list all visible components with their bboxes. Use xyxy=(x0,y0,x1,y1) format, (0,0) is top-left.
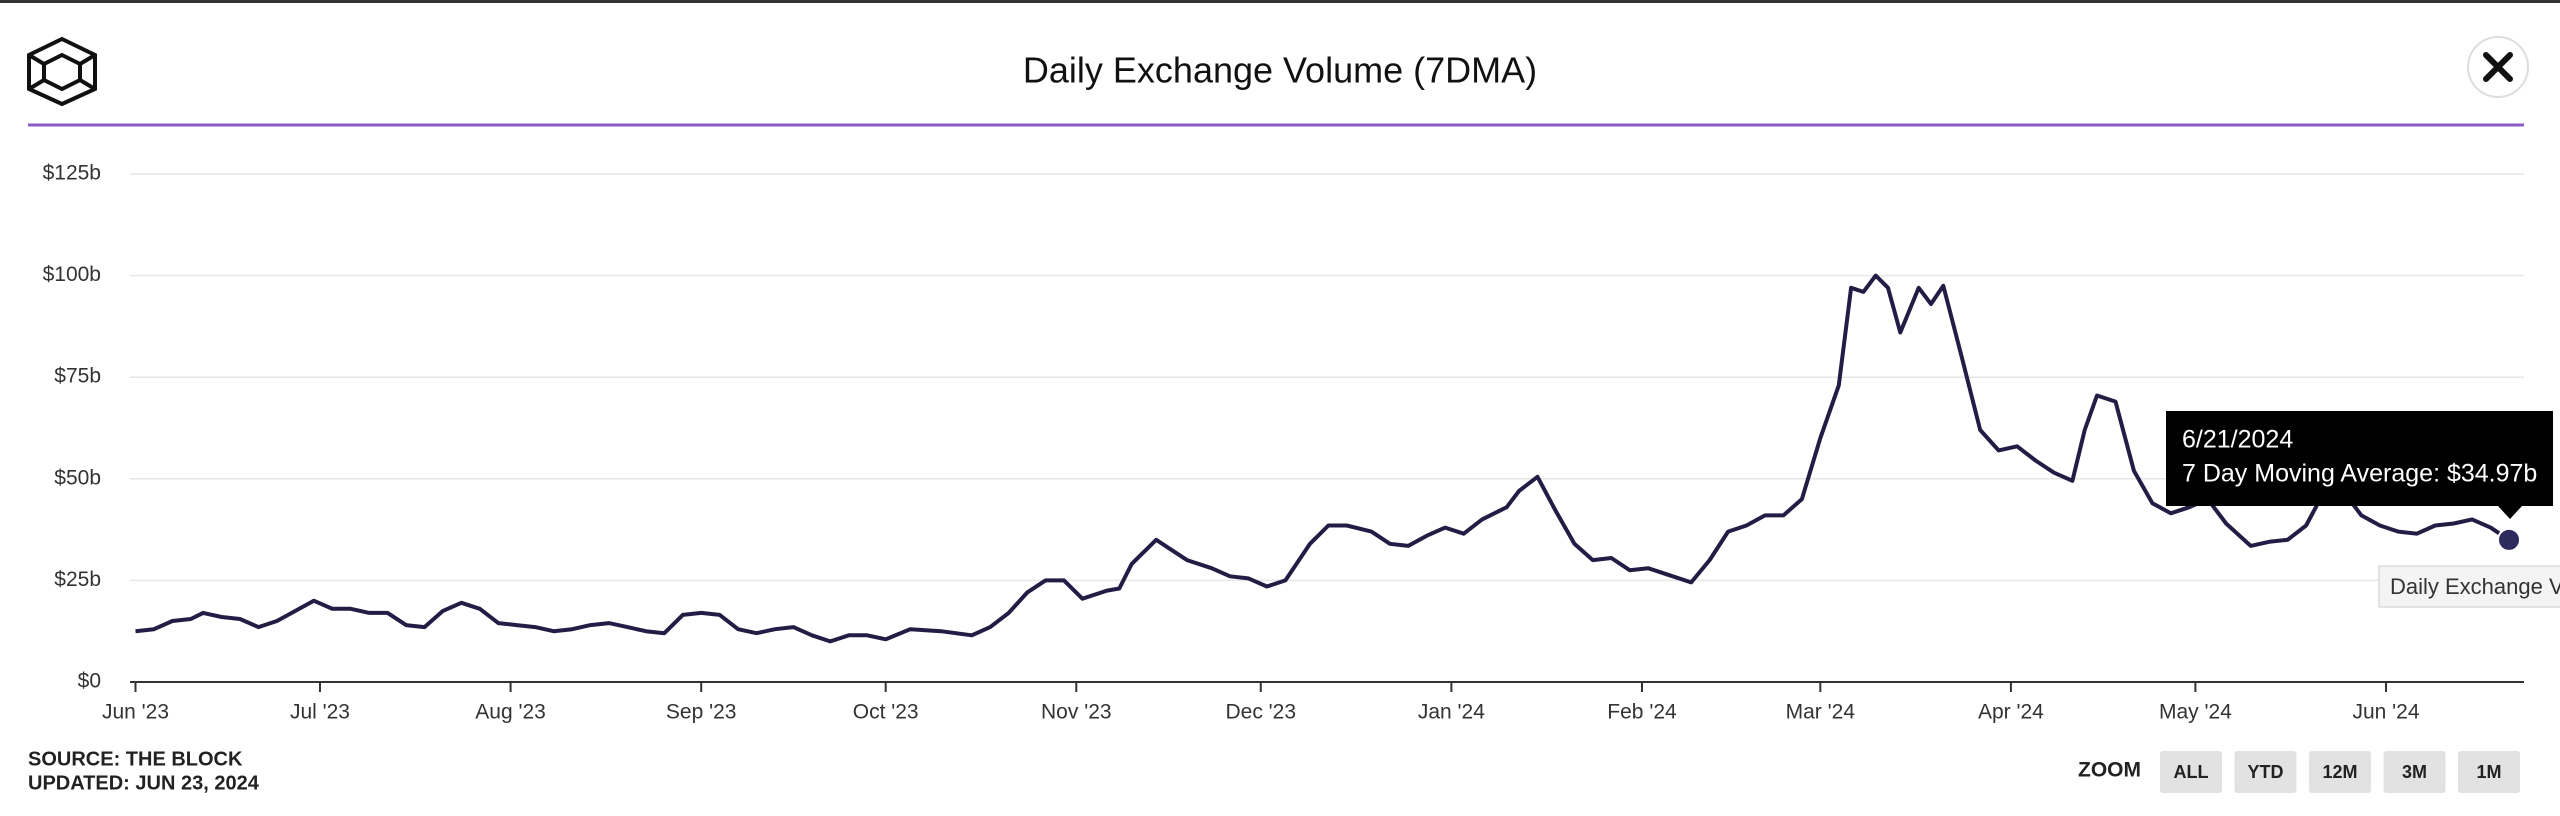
x-tick-label: Dec '23 xyxy=(1225,701,1296,724)
zoom-button[interactable]: 3M xyxy=(2383,751,2446,793)
zoom-button-label: 1M xyxy=(2476,762,2501,782)
series-line xyxy=(135,273,2511,644)
x-tick-label: Jul '23 xyxy=(290,701,350,724)
x-tick-label: Apr '24 xyxy=(1978,701,2044,724)
legend-box xyxy=(2378,565,2560,608)
x-tick-label: Sep '23 xyxy=(666,701,737,724)
tooltip-box xyxy=(2166,411,2553,506)
zoom-button[interactable]: YTD xyxy=(2234,751,2297,793)
y-tick-label: $100b xyxy=(43,263,101,286)
zoom-button[interactable]: 1M xyxy=(2458,751,2520,793)
zoom-button-label: YTD xyxy=(2248,762,2284,782)
y-tick-label: $50b xyxy=(54,466,101,489)
hover-point xyxy=(2497,527,2521,552)
zoom-button-label: 12M xyxy=(2322,762,2357,782)
x-tick-label: May '24 xyxy=(2159,701,2232,724)
y-tick-label: $25b xyxy=(54,568,101,591)
y-tick-label: $75b xyxy=(54,365,101,388)
tooltip: 6/21/2024 7 Day Moving Average: $34.97b xyxy=(2166,411,2553,519)
tooltip-pointer xyxy=(2498,506,2522,519)
legend: Daily Exchange Volume xyxy=(2378,565,2560,608)
x-tick-label: Jun '24 xyxy=(2352,701,2419,724)
zoom-button-bg xyxy=(2458,751,2520,793)
x-tick-label: Jun '23 xyxy=(102,701,169,724)
y-tick-label: $0 xyxy=(78,670,101,693)
zoom-button-label: 3M xyxy=(2402,762,2427,782)
source: SOURCE: THE BLOCK xyxy=(28,748,243,770)
chart: Daily Exchange Volume (7DMA) $0 $25b $50b $… xyxy=(27,36,2560,794)
y-tick-label: $125b xyxy=(43,162,101,185)
legend-label: Daily Exchange Volume xyxy=(2390,574,2560,599)
zoom-button-bg xyxy=(2383,751,2446,793)
zoom-button[interactable]: 12M xyxy=(2309,751,2371,793)
x-tick-label: Oct '23 xyxy=(853,701,919,724)
x-tick-label: Feb '24 xyxy=(1607,701,1677,724)
x-tick-label: Jan '24 xyxy=(1418,701,1485,724)
close-button[interactable] xyxy=(2467,36,2529,98)
x-tick-label: Nov '23 xyxy=(1041,701,1112,724)
zoom-button[interactable]: ALL xyxy=(2160,751,2222,793)
updated: UPDATED: JUN 23, 2024 xyxy=(28,772,260,794)
zoom-button-bg xyxy=(2160,751,2222,793)
tooltip-text: 7 Day Moving Average: $34.97b xyxy=(2182,460,2537,488)
logo xyxy=(27,36,97,107)
zoom-button-bg xyxy=(2309,751,2371,793)
zoom-button-label: ALL xyxy=(2174,762,2209,782)
chart-title: Daily Exchange Volume (7DMA) xyxy=(1023,50,1537,91)
zoom-button-bg xyxy=(2234,751,2297,793)
zoom-label: ZOOM xyxy=(2078,759,2141,782)
x-tick-label: Aug '23 xyxy=(475,701,546,724)
x-tick-label: Mar '24 xyxy=(1786,701,1856,724)
tooltip-title: 6/21/2024 xyxy=(2182,426,2293,454)
